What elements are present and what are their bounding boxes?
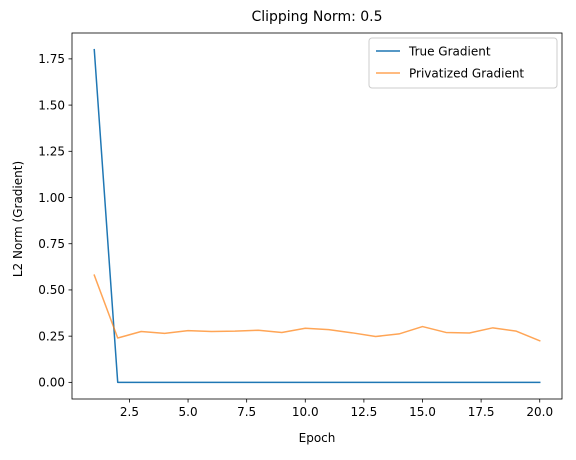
legend-label-1: Privatized Gradient	[409, 66, 524, 80]
legend-label-0: True Gradient	[408, 44, 491, 58]
axes-frame	[71, 32, 563, 400]
y-tick-label: 1.25	[38, 145, 65, 159]
x-tick-label: 20.0	[526, 405, 553, 419]
y-tick-label: 1.50	[38, 98, 65, 112]
legend: True Gradient Privatized Gradient	[368, 37, 558, 89]
y-tick-label: 1.00	[38, 191, 65, 205]
x-tick-label: 5.0	[179, 405, 198, 419]
x-tick-label: 12.5	[351, 405, 378, 419]
plot-area: 2.5 5.0 7.5 10.0 12.5 15.0 17.5 20.0 0.00 0.25 0.5…	[38, 32, 563, 419]
x-tick-label: 7.5	[237, 405, 256, 419]
chart-title: Clipping Norm: 0.5	[251, 9, 382, 25]
x-tick-label: 15.0	[409, 405, 436, 419]
x-tick-label: 2.5	[120, 405, 139, 419]
y-tick-label: 0.00	[38, 376, 65, 390]
y-tick-label: 1.75	[38, 52, 65, 66]
series-line-0	[93, 48, 541, 384]
legend-box	[368, 37, 558, 89]
x-tick-label: 10.0	[292, 405, 319, 419]
y-axis-label: L2 Norm (Gradient)	[11, 161, 25, 277]
x-axis-label: Epoch	[299, 431, 336, 445]
x-tick-label: 17.5	[468, 405, 495, 419]
y-tick-label: 0.25	[38, 329, 65, 343]
y-tick-label: 0.50	[38, 283, 65, 297]
y-tick-label: 0.75	[38, 237, 65, 251]
series-line-1	[93, 274, 541, 342]
